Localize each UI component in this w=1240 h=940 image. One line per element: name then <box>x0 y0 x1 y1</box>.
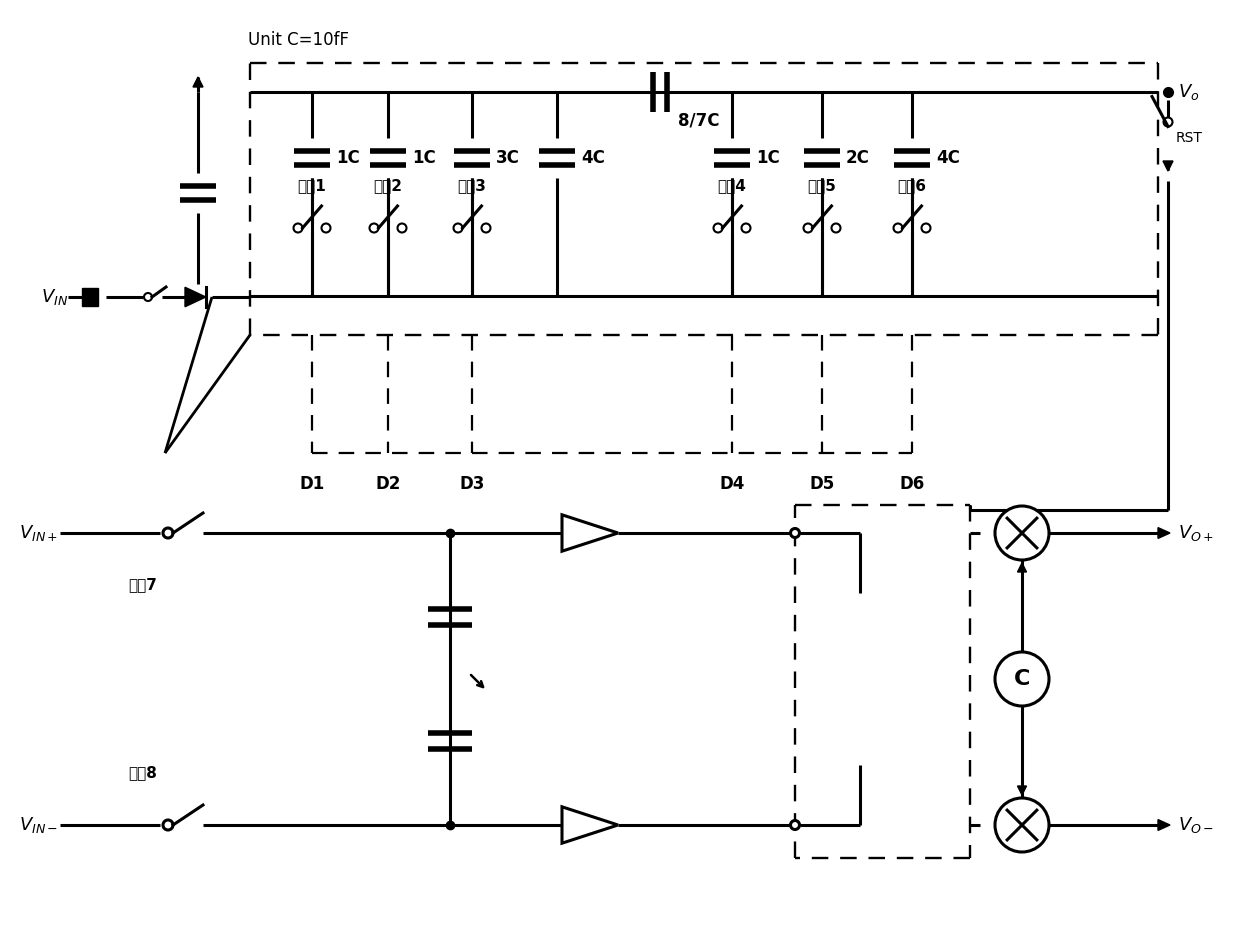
Polygon shape <box>1163 161 1173 171</box>
Text: 1C: 1C <box>412 149 435 167</box>
Text: $V_{IN-}$: $V_{IN-}$ <box>19 815 58 835</box>
Circle shape <box>894 224 903 232</box>
Text: $V_{O-}$: $V_{O-}$ <box>1178 815 1214 835</box>
Text: 开关6: 开关6 <box>898 178 926 193</box>
Circle shape <box>398 224 407 232</box>
Text: D5: D5 <box>810 475 835 493</box>
Circle shape <box>481 224 491 232</box>
Circle shape <box>791 821 800 829</box>
Text: $V_{O+}$: $V_{O+}$ <box>1178 523 1214 543</box>
Text: D4: D4 <box>719 475 745 493</box>
Text: 4C: 4C <box>936 149 960 167</box>
Polygon shape <box>1158 527 1171 539</box>
Circle shape <box>994 506 1049 560</box>
Text: 2C: 2C <box>846 149 870 167</box>
Polygon shape <box>562 807 618 843</box>
Circle shape <box>321 224 331 232</box>
Text: 3C: 3C <box>496 149 520 167</box>
Text: 8/7C: 8/7C <box>678 111 719 129</box>
Circle shape <box>804 224 812 232</box>
Circle shape <box>144 293 153 301</box>
Bar <box>82 288 98 306</box>
Polygon shape <box>1018 786 1027 795</box>
Circle shape <box>454 224 463 232</box>
Circle shape <box>162 528 174 538</box>
Polygon shape <box>185 288 206 306</box>
Text: 开关8: 开关8 <box>128 765 157 780</box>
Text: D6: D6 <box>899 475 925 493</box>
Text: 1C: 1C <box>336 149 360 167</box>
Circle shape <box>713 224 723 232</box>
Circle shape <box>1163 118 1173 127</box>
Text: 开关7: 开关7 <box>128 577 157 592</box>
Polygon shape <box>193 77 203 87</box>
Text: $V_{IN+}$: $V_{IN+}$ <box>19 523 58 543</box>
Text: 开关4: 开关4 <box>718 178 746 193</box>
Circle shape <box>162 820 174 830</box>
Text: 1C: 1C <box>756 149 780 167</box>
Circle shape <box>832 224 841 232</box>
Polygon shape <box>1018 563 1027 572</box>
Text: $V_{IN}$: $V_{IN}$ <box>41 287 68 307</box>
Circle shape <box>370 224 378 232</box>
Circle shape <box>742 224 750 232</box>
Text: 4C: 4C <box>582 149 605 167</box>
Text: RST: RST <box>1176 131 1203 145</box>
Polygon shape <box>1158 820 1171 830</box>
Text: 开关1: 开关1 <box>298 178 326 193</box>
Polygon shape <box>562 515 618 551</box>
Text: D1: D1 <box>299 475 325 493</box>
Text: 开关5: 开关5 <box>807 178 837 193</box>
Text: $V_o$: $V_o$ <box>1178 82 1199 102</box>
Circle shape <box>294 224 303 232</box>
Text: C: C <box>1014 669 1030 689</box>
Text: Unit C=10fF: Unit C=10fF <box>248 31 348 49</box>
Text: 开关3: 开关3 <box>458 178 486 193</box>
Circle shape <box>994 798 1049 852</box>
Circle shape <box>791 528 800 538</box>
Text: D2: D2 <box>376 475 401 493</box>
Text: D3: D3 <box>459 475 485 493</box>
Circle shape <box>921 224 930 232</box>
Circle shape <box>994 652 1049 706</box>
Text: 开关2: 开关2 <box>373 178 403 193</box>
